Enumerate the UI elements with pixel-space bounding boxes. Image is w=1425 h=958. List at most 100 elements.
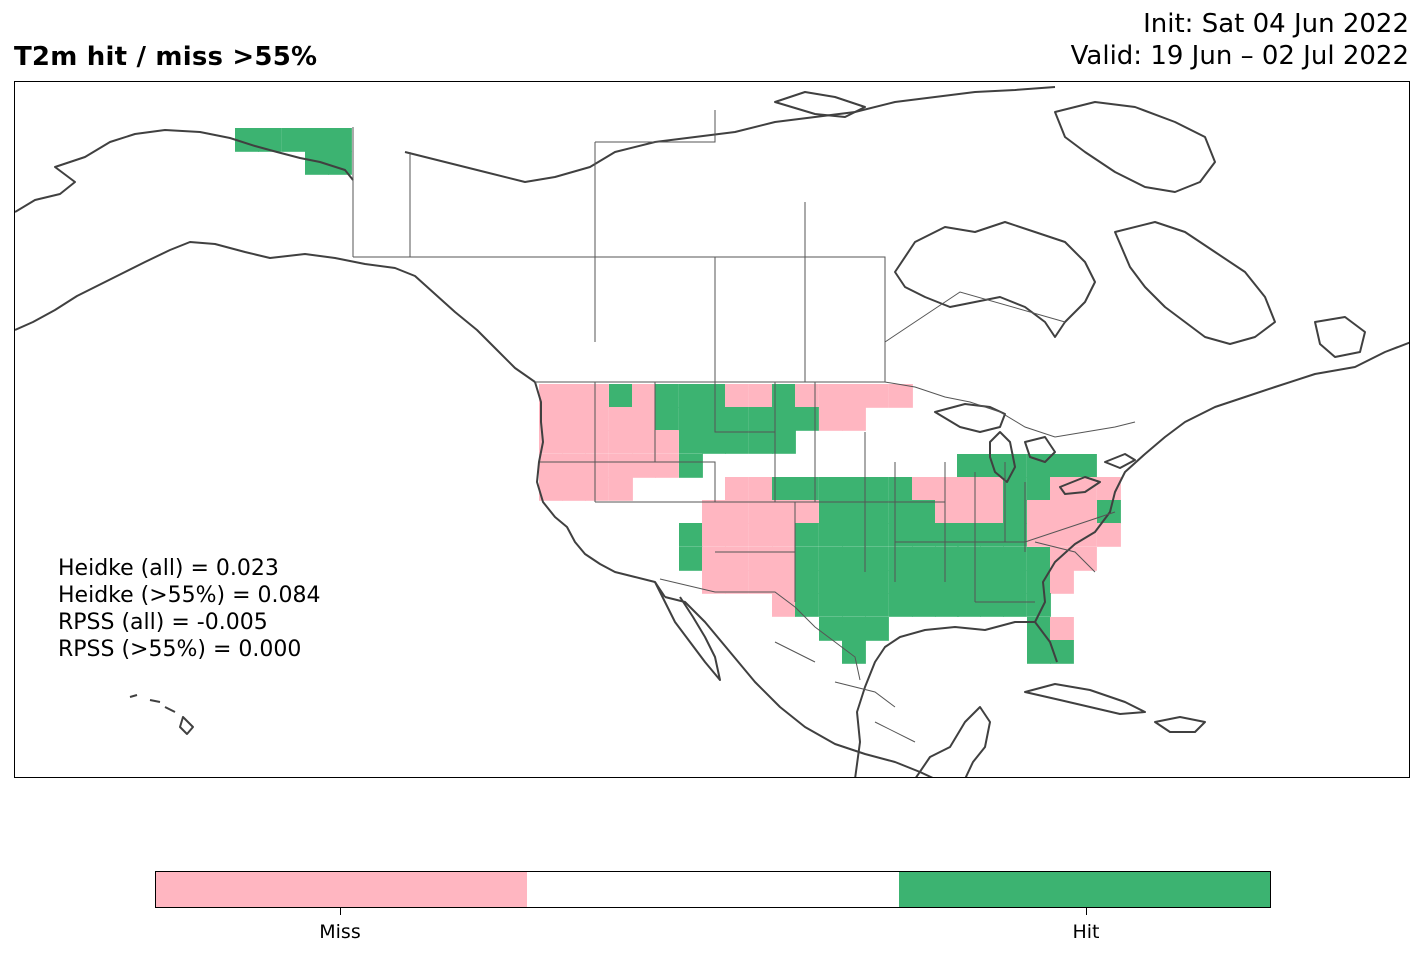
miss-cell [585,454,609,478]
hit-cell [795,547,819,571]
hit-cell [980,593,1004,617]
colorbar-miss [156,872,528,907]
colorbar-tick-miss [340,908,341,915]
hit-cell [865,593,889,617]
coastline-alaska-west [15,241,536,383]
hit-cell [1003,593,1027,617]
hit-cell [957,454,981,478]
miss-cell [772,500,796,524]
hit-cell [702,430,726,454]
miss-cell [609,430,633,454]
hit-cell [957,523,981,547]
miss-cell [865,384,889,408]
coastline-alaska [15,129,354,213]
miss-cell [1050,617,1074,641]
miss-cell [632,454,656,478]
miss-cell [1050,570,1074,594]
hit-cell [957,570,981,594]
hit-cell [702,384,726,408]
miss-cell [539,477,563,501]
hit-cell [912,523,936,547]
hit-cell [819,477,843,501]
miss-cell [749,523,773,547]
coastline-east [1034,341,1409,623]
miss-cell [725,384,749,408]
hit-cell [980,570,1004,594]
hit-miss-cells [235,128,1121,664]
miss-cell [889,384,913,408]
miss-cell [795,384,819,408]
hit-cell [772,407,796,431]
hit-cell [865,547,889,571]
miss-cell [585,384,609,408]
miss-cell [912,477,936,501]
coastline-newfoundland [1314,316,1366,358]
init-date: Init: Sat 04 Jun 2022 [1143,9,1409,39]
hit-cell [795,477,819,501]
hit-cell [795,407,819,431]
miss-cell [539,407,563,431]
hit-cell [679,430,703,454]
date-info: Init: Sat 04 Jun 2022 Valid: 19 Jun – 02… [1071,8,1409,72]
miss-cell [609,477,633,501]
hit-cell [842,617,866,641]
hit-cell [842,523,866,547]
coastline-cuba [1024,683,1146,715]
miss-cell [609,454,633,478]
hit-cell [935,547,959,571]
hit-cell [819,523,843,547]
miss-cell [632,384,656,408]
miss-cell [562,454,586,478]
hit-cell [842,547,866,571]
colorbar-tick-hit [1086,908,1087,915]
hit-cell [819,593,843,617]
miss-cell [539,430,563,454]
hit-cell [957,593,981,617]
coastline-baffin [1054,101,1216,193]
miss-cell [819,384,843,408]
hit-cell [702,407,726,431]
hit-cell [1027,477,1051,501]
miss-cell [749,500,773,524]
coastline-baja [654,581,721,681]
hit-cell [980,523,1004,547]
map-panel [14,81,1410,778]
miss-cell [655,430,679,454]
hit-cell [935,570,959,594]
miss-cell [772,593,796,617]
hit-cell [679,523,703,547]
hit-cell [1003,500,1027,524]
canada-provinces [353,110,1066,382]
miss-cell [585,430,609,454]
miss-cell [1050,523,1074,547]
hit-cell [305,151,329,175]
miss-cell [632,430,656,454]
hit-cell [1027,570,1051,594]
miss-cell [609,407,633,431]
hit-cell [842,640,866,664]
hit-cell [935,523,959,547]
hit-cell [328,128,352,152]
miss-cell [819,407,843,431]
hit-cell [889,477,913,501]
miss-cell [562,477,586,501]
hit-cell [889,593,913,617]
rpss-55: RPSS (>55%) = 0.000 [58,637,302,662]
miss-cell [772,570,796,594]
hit-cell [912,570,936,594]
miss-cell [562,430,586,454]
hit-cell [282,128,306,152]
miss-cell [1050,500,1074,524]
miss-cell [1050,547,1074,571]
hit-cell [842,570,866,594]
miss-cell [842,384,866,408]
hit-cell [305,128,329,152]
coastline-mexico-west [664,596,934,777]
coastline-labrador [1114,221,1276,345]
hit-cell [749,430,773,454]
miss-cell [725,570,749,594]
miss-cell [539,454,563,478]
colorbar-neutral [527,872,899,907]
skill-scores: Heidke (all) = 0.023 Heidke (>55%) = 0.0… [58,555,321,663]
hit-cell [1003,547,1027,571]
